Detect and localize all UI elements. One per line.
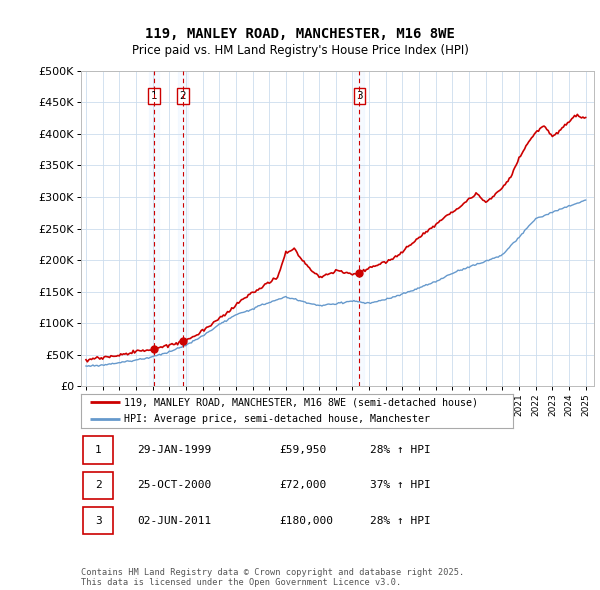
Text: 28% ↑ HPI: 28% ↑ HPI	[370, 445, 431, 455]
Text: 2: 2	[179, 91, 186, 101]
Text: HPI: Average price, semi-detached house, Manchester: HPI: Average price, semi-detached house,…	[124, 414, 430, 424]
Text: 1: 1	[95, 445, 101, 455]
Text: 3: 3	[356, 91, 363, 101]
Text: £180,000: £180,000	[280, 516, 334, 526]
Text: 29-JAN-1999: 29-JAN-1999	[137, 445, 211, 455]
FancyBboxPatch shape	[83, 507, 113, 535]
Bar	[355, 71, 364, 386]
Text: 28% ↑ HPI: 28% ↑ HPI	[370, 516, 431, 526]
FancyBboxPatch shape	[83, 471, 113, 499]
Text: Contains HM Land Registry data © Crown copyright and database right 2025.
This d: Contains HM Land Registry data © Crown c…	[81, 568, 464, 587]
Text: 119, MANLEY ROAD, MANCHESTER, M16 8WE (semi-detached house): 119, MANLEY ROAD, MANCHESTER, M16 8WE (s…	[124, 397, 478, 407]
Text: 1: 1	[151, 91, 157, 101]
FancyBboxPatch shape	[83, 436, 113, 464]
Text: 37% ↑ HPI: 37% ↑ HPI	[370, 480, 431, 490]
Text: 25-OCT-2000: 25-OCT-2000	[137, 480, 211, 490]
Bar	[178, 71, 188, 386]
Text: 02-JUN-2011: 02-JUN-2011	[137, 516, 211, 526]
Text: £59,950: £59,950	[280, 445, 327, 455]
Text: 3: 3	[95, 516, 101, 526]
Text: £72,000: £72,000	[280, 480, 327, 490]
Bar	[149, 71, 159, 386]
Text: Price paid vs. HM Land Registry's House Price Index (HPI): Price paid vs. HM Land Registry's House …	[131, 44, 469, 57]
Text: 2: 2	[95, 480, 101, 490]
Text: 119, MANLEY ROAD, MANCHESTER, M16 8WE: 119, MANLEY ROAD, MANCHESTER, M16 8WE	[145, 27, 455, 41]
